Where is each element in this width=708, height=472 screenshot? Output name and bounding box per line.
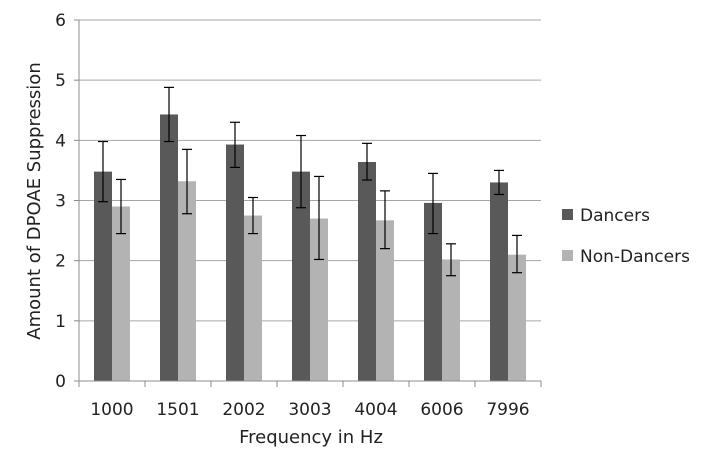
error-bars	[98, 86, 522, 277]
bar-non-dancers-1501	[178, 181, 196, 381]
y-axis-label: Amount of DPOAE Suppression	[24, 62, 45, 339]
y-tick-label: 1	[55, 312, 66, 332]
bar-non-dancers-2002	[244, 215, 262, 381]
legend-swatch-non-dancers	[562, 250, 573, 261]
y-tick-label: 4	[55, 131, 66, 151]
bar-non-dancers-7996	[508, 254, 526, 381]
axes	[74, 19, 542, 387]
legend-label: Non-Dancers	[580, 247, 690, 267]
x-tick-label: 7996	[486, 400, 529, 420]
legend-swatch-dancers	[562, 209, 573, 220]
bar-non-dancers-6006	[442, 259, 460, 381]
bar-dancers-2002	[226, 144, 244, 381]
legend: Dancers Non-Dancers	[562, 206, 690, 267]
x-tick-label: 3003	[288, 400, 331, 420]
x-tick-label: 4004	[354, 400, 397, 420]
bar-dancers-3003	[292, 171, 310, 381]
bar-dancers-1501	[160, 114, 178, 381]
x-tick-label: 1501	[156, 400, 199, 420]
x-tick-label: 1000	[90, 400, 133, 420]
x-axis-label: Frequency in Hz	[239, 427, 383, 448]
y-tick-label: 0	[55, 372, 66, 392]
x-tick-label: 6006	[420, 400, 463, 420]
bars	[94, 114, 526, 381]
bar-dancers-1000	[94, 171, 112, 381]
x-tick-label: 2002	[222, 400, 265, 420]
y-tick-label: 2	[55, 252, 66, 272]
y-tick-label: 3	[55, 192, 66, 212]
bar-non-dancers-1000	[112, 206, 130, 381]
bar-dancers-7996	[490, 182, 508, 381]
bar-non-dancers-4004	[376, 220, 394, 381]
bar-dancers-6006	[424, 202, 442, 381]
y-tick-labels: 0 1 2 3 4 5 6	[55, 11, 66, 392]
y-tick-label: 5	[55, 71, 66, 91]
bar-dancers-4004	[358, 161, 376, 381]
legend-label: Dancers	[580, 206, 650, 226]
y-tick-label: 6	[55, 11, 66, 31]
x-tick-labels: 1000 1501 2002 3003 4004 6006 7996	[90, 400, 529, 420]
